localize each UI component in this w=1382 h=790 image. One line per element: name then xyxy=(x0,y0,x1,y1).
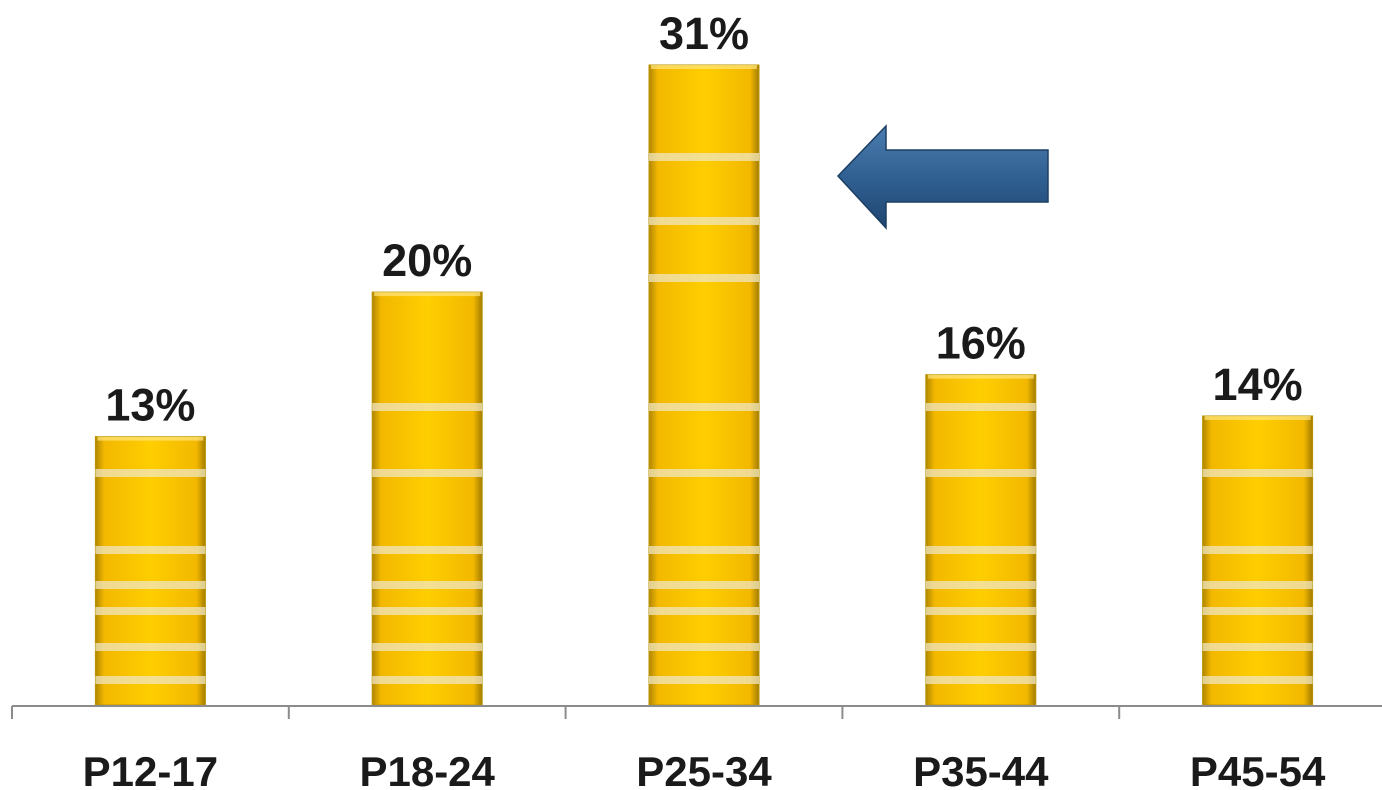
bar-stripe xyxy=(925,581,1036,589)
labels-layer: 13% P12-17 20% P18-24 31% P25-34 16% P35-44 14% P… xyxy=(83,8,1326,790)
x-axis xyxy=(11,705,1382,719)
bar-stripe xyxy=(372,469,483,477)
x-tick-label: P45-54 xyxy=(1190,748,1326,790)
bar-stripe xyxy=(925,403,1036,411)
bar-stripe xyxy=(1202,581,1313,589)
x-tick-label: P18-24 xyxy=(359,748,495,790)
bar-stripe xyxy=(925,607,1036,615)
bar-bevel xyxy=(651,65,757,69)
data-label: 14% xyxy=(1213,359,1303,410)
bar-stripe xyxy=(649,403,759,411)
data-label: 31% xyxy=(659,8,749,59)
bar-stripe xyxy=(372,607,483,615)
bars-layer xyxy=(94,64,1314,706)
bar-stripe xyxy=(1202,469,1313,477)
left-arrow-icon xyxy=(836,124,1049,230)
bar-p18-24 xyxy=(371,291,483,706)
bar-bevel xyxy=(374,292,481,297)
bar-stripe xyxy=(1202,676,1313,684)
bar-stripe xyxy=(372,676,483,684)
bar-stripe xyxy=(649,546,759,554)
x-tick-label: P25-34 xyxy=(636,748,772,790)
bar-stripe xyxy=(649,643,759,651)
x-tick-label: P35-44 xyxy=(913,748,1049,790)
bar-bevel xyxy=(97,436,204,441)
bar-stripe xyxy=(95,643,206,651)
annotation-layer xyxy=(836,124,1049,230)
bar-stripe xyxy=(649,607,759,615)
bar-stripe xyxy=(925,676,1036,684)
bar-stripe xyxy=(649,217,759,225)
bar-p45-54 xyxy=(1202,415,1314,706)
bar-stripe xyxy=(649,469,759,477)
bar-stripe xyxy=(1202,546,1313,554)
bar-stripe xyxy=(372,546,483,554)
bar-stripe xyxy=(925,546,1036,554)
bar-stripe xyxy=(649,581,759,589)
bar-bevel xyxy=(1204,415,1311,420)
bar-stripe xyxy=(1202,643,1313,651)
bar-stripe xyxy=(649,274,759,282)
data-label: 16% xyxy=(936,318,1026,369)
x-tick-label: P12-17 xyxy=(83,748,218,790)
bar-stripe xyxy=(372,643,483,651)
data-label: 13% xyxy=(105,380,195,431)
data-label: 20% xyxy=(382,235,472,286)
bar-stripe xyxy=(925,643,1036,651)
bar-stripe xyxy=(95,607,206,615)
bar-stripe xyxy=(649,676,759,684)
bar-stripe xyxy=(95,546,206,554)
bar-stripe xyxy=(925,469,1036,477)
bar-stripe xyxy=(95,581,206,589)
bar-p35-44 xyxy=(925,374,1037,706)
bar-stripe xyxy=(649,153,759,161)
bar-stripe xyxy=(95,676,206,684)
bar-stripe xyxy=(95,469,206,477)
bar-stripe xyxy=(372,581,483,589)
bar-stripe xyxy=(1202,607,1313,615)
bar-p12-17 xyxy=(94,436,206,706)
bar-bevel xyxy=(927,374,1034,379)
bar-stripe xyxy=(372,403,483,411)
